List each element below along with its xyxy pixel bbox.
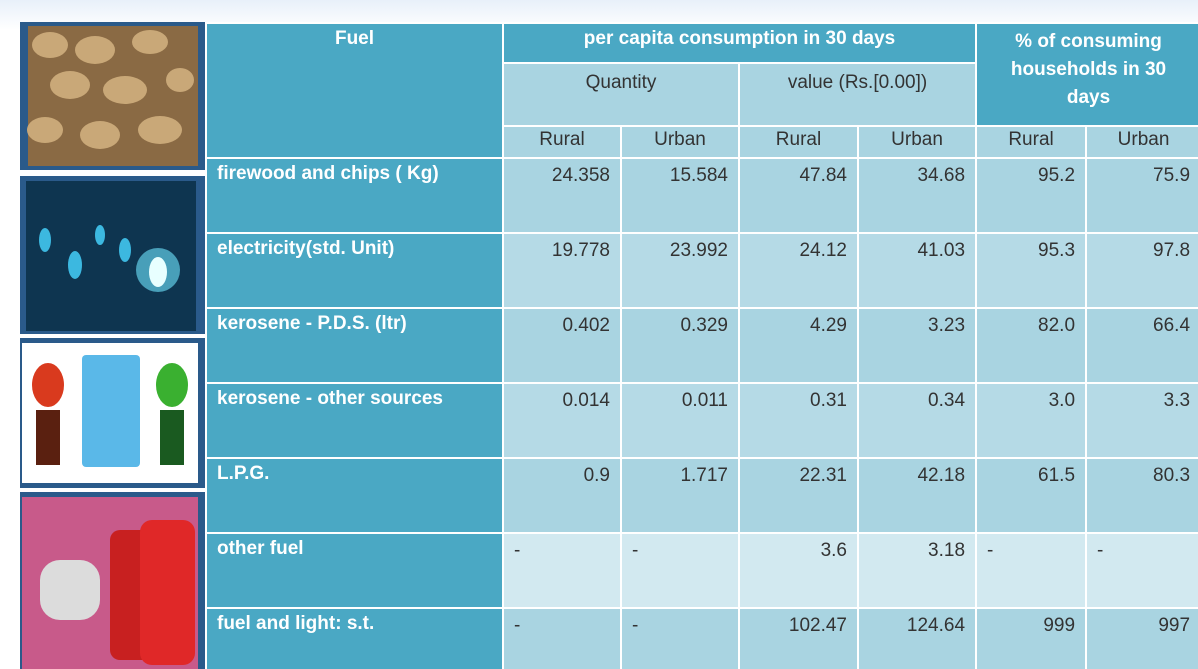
value-cell: 41.03	[858, 233, 976, 308]
bulb	[149, 257, 167, 287]
value-cell: 19.778	[503, 233, 621, 308]
subheader-cell: Urban	[621, 126, 739, 158]
value-cell: 0.31	[739, 383, 858, 458]
header-cell: per capita consumption in 30 days	[503, 23, 976, 63]
value-cell: 3.18	[858, 533, 976, 608]
value-cell: 80.3	[1086, 458, 1198, 533]
value-cell: 1.717	[621, 458, 739, 533]
value-cell: 0.34	[858, 383, 976, 458]
value-cell: -	[1086, 533, 1198, 608]
lamp-red	[32, 363, 64, 407]
value-cell: 95.3	[976, 233, 1086, 308]
value-cell: 61.5	[976, 458, 1086, 533]
subheader-cell: Rural	[503, 126, 621, 158]
value-cell: -	[503, 533, 621, 608]
value-cell: 3.0	[976, 383, 1086, 458]
lamp-base	[36, 410, 60, 465]
value-cell: 4.29	[739, 308, 858, 383]
glass	[82, 355, 140, 467]
value-cell: -	[976, 533, 1086, 608]
value-cell: 102.47	[739, 608, 858, 669]
row-label: kerosene - other sources	[206, 383, 503, 458]
value-cell: -	[621, 533, 739, 608]
value-cell: 23.992	[621, 233, 739, 308]
value-cell: 0.329	[621, 308, 739, 383]
subheader-cell: Urban	[1086, 126, 1198, 158]
value-cell: 997	[1086, 608, 1198, 669]
images	[0, 0, 205, 669]
value-cell: 95.2	[976, 158, 1086, 233]
value-cell: 75.9	[1086, 158, 1198, 233]
value-cell: 42.18	[858, 458, 976, 533]
row-label: kerosene - P.D.S. (ltr)	[206, 308, 503, 383]
value-cell: 24.358	[503, 158, 621, 233]
value-cell: 0.402	[503, 308, 621, 383]
value-cell: 15.584	[621, 158, 739, 233]
value-cell: 999	[976, 608, 1086, 669]
fuel-table: Fuel per capita consumption in 30 days %…	[205, 22, 1198, 669]
row-label: other fuel	[206, 533, 503, 608]
lamp-green	[156, 363, 188, 407]
value-cell: 3.23	[858, 308, 976, 383]
value-cell: -	[621, 608, 739, 669]
lamp-base	[160, 410, 184, 465]
value-cell: 124.64	[858, 608, 976, 669]
subheader-cell: Quantity	[503, 63, 739, 126]
subheader-cell: Rural	[739, 126, 858, 158]
value-cell: 47.84	[739, 158, 858, 233]
value-cell: 0.011	[621, 383, 739, 458]
value-cell: 34.68	[858, 158, 976, 233]
cylinder	[140, 520, 195, 665]
value-cell: 97.8	[1086, 233, 1198, 308]
header-cell: Fuel	[206, 23, 503, 158]
subheader-cell: Urban	[858, 126, 976, 158]
value-cell: 22.31	[739, 458, 858, 533]
value-cell: 3.3	[1086, 383, 1198, 458]
subheader-cell: Rural	[976, 126, 1086, 158]
value-cell: 66.4	[1086, 308, 1198, 383]
value-cell: 3.6	[739, 533, 858, 608]
value-cell: -	[503, 608, 621, 669]
row-label: L.P.G.	[206, 458, 503, 533]
value-cell: 0.014	[503, 383, 621, 458]
value-cell: 0.9	[503, 458, 621, 533]
page: Fuel per capita consumption in 30 days %…	[0, 0, 1198, 669]
subheader-cell: value (Rs.[0.00])	[739, 63, 976, 126]
row-label: fuel and light: s.t.	[206, 608, 503, 669]
row-label: firewood and chips ( Kg)	[206, 158, 503, 233]
nozzle	[40, 560, 100, 620]
value-cell: 82.0	[976, 308, 1086, 383]
header-cell: % of consuming households in 30 days	[976, 23, 1198, 126]
row-label: electricity(std. Unit)	[206, 233, 503, 308]
value-cell: 24.12	[739, 233, 858, 308]
